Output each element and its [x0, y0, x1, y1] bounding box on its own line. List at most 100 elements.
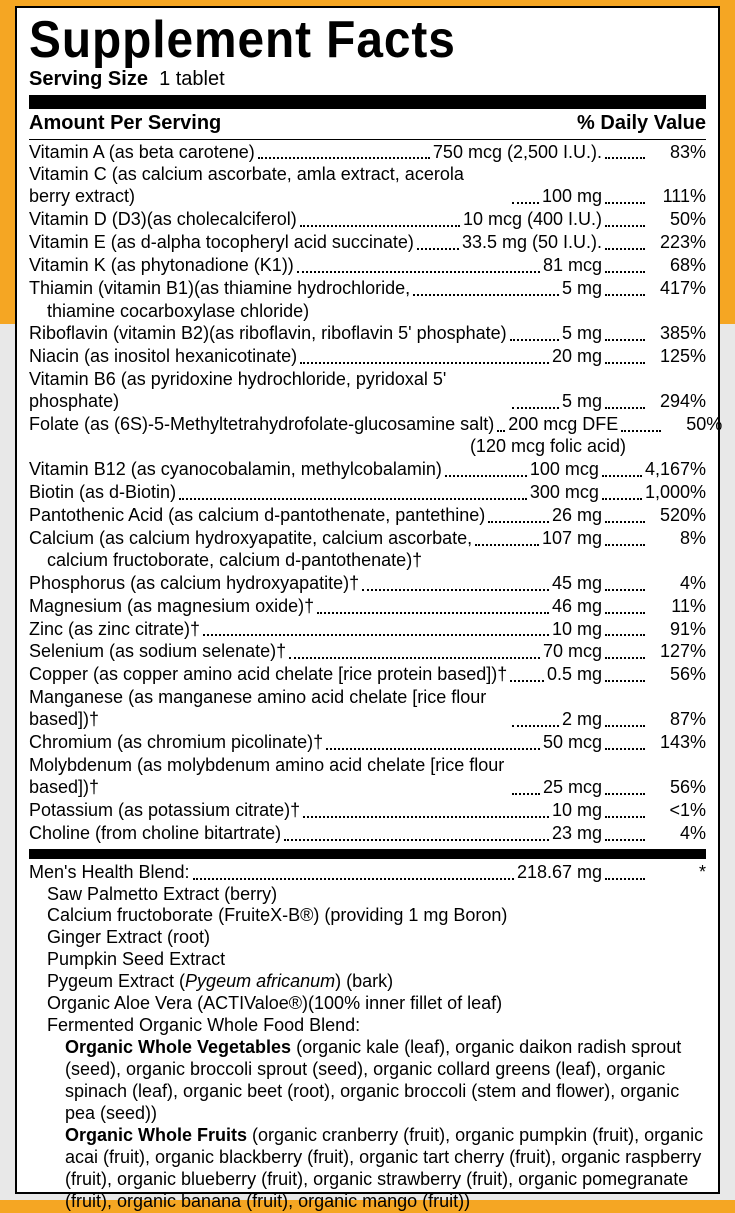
- nutrient-dv: 125%: [648, 346, 706, 368]
- dots: [605, 589, 645, 591]
- dots: [179, 498, 527, 500]
- nutrient-name: Chromium (as chromium picolinate)†: [29, 732, 323, 754]
- rule-thick: [29, 95, 706, 109]
- col-amount: Amount Per Serving: [29, 112, 221, 135]
- dots: [605, 294, 645, 296]
- nutrient-amount: 23 mg: [552, 823, 602, 845]
- nutrient-name-cont: thiamine cocarboxylase chloride): [29, 301, 706, 323]
- dots: [445, 475, 527, 477]
- dots: [488, 521, 549, 523]
- nutrient-name: Vitamin E (as d-alpha tocopheryl acid su…: [29, 232, 414, 254]
- nutrient-dv: 11%: [648, 596, 706, 618]
- nutrient-name: Zinc (as zinc citrate)†: [29, 619, 200, 641]
- dots: [605, 612, 645, 614]
- nutrient-row: Riboflavin (vitamin B2)(as riboflavin, r…: [29, 323, 706, 346]
- nutrient-amount: 100 mcg: [530, 459, 599, 481]
- dots: [497, 430, 505, 432]
- rule-medium: [29, 849, 706, 859]
- dots: [512, 793, 540, 795]
- nutrient-amount: 5 mg: [562, 323, 602, 345]
- nutrient-name-cont: calcium fructoborate, calcium d-pantothe…: [29, 550, 706, 572]
- dots: [605, 544, 645, 546]
- nutrient-row: Vitamin A (as beta carotene)750 mcg (2,5…: [29, 141, 706, 164]
- blend-header-row: Men's Health Blend: 218.67 mg *: [29, 862, 706, 884]
- nutrient-row: Zinc (as zinc citrate)†10 mg91%: [29, 618, 706, 641]
- dots: [510, 339, 559, 341]
- dots: [605, 248, 645, 250]
- nutrient-amount: 107 mg: [542, 528, 602, 550]
- nutrient-amount: 81 mcg: [543, 255, 602, 277]
- nutrient-name: Choline (from choline bitartrate): [29, 823, 281, 845]
- nutrient-dv: 294%: [648, 391, 706, 413]
- nutrient-dv: 417%: [648, 278, 706, 300]
- blend-item-aloe: Organic Aloe Vera (ACTIValoe®)(100% inne…: [29, 993, 706, 1015]
- serving-label: Serving Size: [29, 68, 148, 90]
- dots: [303, 816, 549, 818]
- nutrient-amount: 33.5 mg (50 I.U.).: [462, 232, 602, 254]
- blend-items: Saw Palmetto Extract (berry)Calcium fruc…: [29, 884, 706, 972]
- nutrient-dv: 127%: [648, 641, 706, 663]
- nutrient-name: Vitamin D (D3)(as cholecalciferol): [29, 209, 297, 231]
- nutrient-name: Thiamin (vitamin B1)(as thiamine hydroch…: [29, 278, 410, 300]
- nutrient-dv: 4,167%: [645, 459, 706, 481]
- dots: [300, 362, 549, 364]
- blend-item: Calcium fructoborate (FruiteX-B®) (provi…: [29, 905, 706, 927]
- dots: [297, 271, 540, 273]
- nutrient-row: Calcium (as calcium hydroxyapatite, calc…: [29, 527, 706, 550]
- dots: [605, 816, 645, 818]
- nutrient-dv: 1,000%: [645, 482, 706, 504]
- nutrient-dv: 50%: [664, 414, 722, 436]
- blend-item-fermented: Fermented Organic Whole Food Blend:: [29, 1015, 706, 1037]
- nutrient-amount: 20 mg: [552, 346, 602, 368]
- nutrient-name: Vitamin B12 (as cyanocobalamin, methylco…: [29, 459, 442, 481]
- nutrient-row: Vitamin E (as d-alpha tocopheryl acid su…: [29, 232, 706, 255]
- dots: [605, 725, 645, 727]
- dots: [605, 339, 645, 341]
- nutrient-amount: 10 mcg (400 I.U.): [463, 209, 602, 231]
- nutrient-name: Vitamin C (as calcium ascorbate, amla ex…: [29, 164, 509, 208]
- column-headers: Amount Per Serving % Daily Value: [29, 111, 706, 138]
- serving-size: Serving Size 1 tablet: [29, 68, 706, 91]
- nutrient-name: Potassium (as potassium citrate)†: [29, 800, 300, 822]
- nutrient-row: Thiamin (vitamin B1)(as thiamine hydroch…: [29, 278, 706, 301]
- nutrient-name: Phosphorus (as calcium hydroxyapatite)†: [29, 573, 359, 595]
- nutrient-row: Pantothenic Acid (as calcium d-pantothen…: [29, 504, 706, 527]
- nutrient-amount: 100 mg: [542, 186, 602, 208]
- nutrient-dv: 111%: [648, 186, 706, 208]
- dots: [512, 202, 539, 204]
- nutrient-name: Vitamin A (as beta carotene): [29, 142, 255, 164]
- blend-item-pygeum: Pygeum Extract (Pygeum africanum) (bark): [29, 971, 706, 993]
- nutrient-row: Magnesium (as magnesium oxide)† 46 mg 11%: [29, 595, 706, 618]
- nutrient-amount: 46 mg: [552, 596, 602, 618]
- nutrient-row: Vitamin D (D3)(as cholecalciferol) 10 mcg…: [29, 209, 706, 232]
- dots: [605, 878, 645, 880]
- nutrient-name: Pantothenic Acid (as calcium d-pantothen…: [29, 505, 485, 527]
- panel-title: Supplement Facts: [29, 14, 652, 66]
- dots: [621, 430, 661, 432]
- nutrient-name: Magnesium (as magnesium oxide)†: [29, 596, 314, 618]
- dots: [289, 657, 540, 659]
- dots: [602, 498, 642, 500]
- nutrient-row: Vitamin C (as calcium ascorbate, amla ex…: [29, 164, 706, 209]
- nutrient-row: Vitamin B12 (as cyanocobalamin, methylco…: [29, 458, 706, 481]
- nutrient-row: Folate (as (6S)-5-Methyltetrahydrofolate…: [29, 413, 706, 436]
- col-dv: % Daily Value: [577, 112, 706, 135]
- nutrient-row: Copper (as copper amino acid chelate [ri…: [29, 664, 706, 687]
- nutrient-row: Selenium (as sodium selenate)†70 mcg127%: [29, 641, 706, 664]
- nutrient-amount: 0.5 mg: [547, 664, 602, 686]
- nutrient-row: Molybdenum (as molybdenum amino acid che…: [29, 755, 706, 800]
- dots: [417, 248, 459, 250]
- nutrient-dv: 68%: [648, 255, 706, 277]
- nutrient-amount: 10 mg: [552, 619, 602, 641]
- dots: [605, 271, 645, 273]
- nutrient-dv: 56%: [648, 777, 706, 799]
- blend-item: Pumpkin Seed Extract: [29, 949, 706, 971]
- nutrient-dv: 56%: [648, 664, 706, 686]
- rule-thin: [29, 139, 706, 140]
- blend-sub-vegetables: Organic Whole Vegetables (organic kale (…: [29, 1037, 706, 1125]
- dots: [605, 793, 645, 795]
- dots: [605, 202, 645, 204]
- nutrient-row: Choline (from choline bitartrate)23 mg4%: [29, 823, 706, 846]
- nutrient-amount: 200 mcg DFE: [508, 414, 618, 436]
- nutrient-name: Copper (as copper amino acid chelate [ri…: [29, 664, 507, 686]
